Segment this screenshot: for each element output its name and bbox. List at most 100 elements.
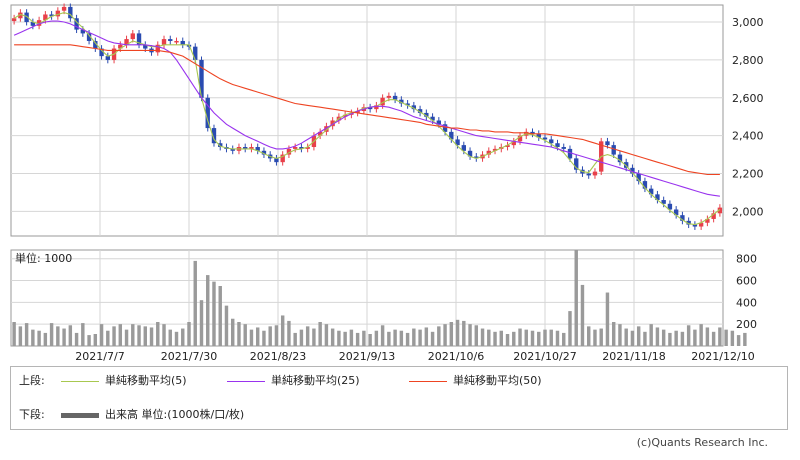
candle-body [43,14,48,21]
candle-body [99,48,104,57]
legend-ma25-label: 単純移動平均(25) [271,374,360,387]
legend-lower-label: 下段: [19,408,45,421]
candle-body [605,141,610,146]
volume-bar [718,327,722,346]
candle-body [243,147,248,149]
candle-body [636,173,641,182]
candle-body [174,40,179,43]
candle-body [292,147,298,149]
candle-body [542,137,548,140]
price-panel: 2,000 2,200 2,400 2,600 2,800 3,000 [10,3,764,237]
candle-body [686,220,691,225]
candle-body [36,20,42,26]
volume-bar [349,329,354,346]
candle-body [105,56,110,60]
candle-body [567,148,573,159]
candle-body [86,33,92,41]
volume-bar [199,300,204,346]
volume-bar [231,318,235,346]
x-tick-label: 2021/10/27 [513,350,576,363]
volume-bar [168,329,172,346]
x-tick-label: 2021/8/23 [250,350,306,363]
x-tick-label: 2021/7/7 [75,350,124,363]
volume-bar [480,328,485,346]
candle-body [455,139,460,146]
volume-bar [393,329,397,346]
volume-y-tick-label: 800 [736,253,757,266]
candle-body [143,44,148,49]
volume-bar [343,331,347,346]
volume-bar [736,335,741,346]
candle-body [617,154,623,163]
x-axis: 2021/7/7 2021/7/30 2021/8/23 2021/9/13 2021/… [75,350,754,363]
candle-body [511,141,516,146]
volume-bar [743,332,747,346]
volume-bar [224,305,229,346]
candle-body [642,181,648,189]
candle-body [698,222,704,227]
volume-bar [668,332,672,346]
volume-y-tick-label: 400 [736,296,757,309]
candle-body [667,203,673,210]
candle-body [193,46,198,60]
candle-body [93,40,98,49]
candle-body [80,29,86,34]
volume-bar [630,330,635,346]
volume-bar [505,334,510,346]
ma50-swatch [409,380,447,382]
candle-body [299,147,304,149]
candle-body [11,18,17,22]
volume-unit-label: 単位: 1000 [15,251,72,265]
candle-body [18,12,23,19]
volume-bar [418,329,422,346]
volume-bar [574,250,578,346]
ma50-line [14,44,720,176]
candle-body [136,33,142,45]
volume-bar [305,326,310,346]
candle-body [424,112,429,117]
volume-bar [149,327,154,346]
candle-body [355,111,360,113]
legend-ma50-label: 単純移動平均(50) [453,374,542,387]
volume-bar [724,329,728,346]
x-tick-label: 2021/10/6 [428,350,484,363]
candle-body [717,207,723,214]
candle-body [305,147,310,149]
candle-body [486,150,491,155]
candle-body [74,18,79,30]
legend-ma25: 単純移動平均(25) [227,373,360,389]
candle-body [180,40,185,45]
volume-bar [705,327,710,346]
price-y-tick-label: 2,400 [732,130,764,143]
volume-bar [580,284,585,346]
volume-bar [412,328,416,346]
volume-bar [274,325,279,346]
volume-bar [355,332,360,346]
volume-bar [543,329,547,346]
candle-body [367,107,373,110]
legend-ma5-label: 単純移動平均(5) [105,374,187,387]
candle-body [474,156,479,159]
volume-bar [430,331,435,346]
candle-body [280,154,285,163]
volume-bar [711,331,716,346]
volume-bar [374,330,379,346]
candle-body [30,22,36,26]
volume-bar [587,326,591,346]
volume-bar [193,260,197,346]
candle-body [161,39,167,45]
candle-body [624,162,629,168]
price-y-tick-label: 2,200 [732,168,764,181]
candle-body [199,59,204,98]
volume-bar [280,315,285,346]
candle-body [386,95,392,98]
volume-bar [337,330,341,346]
volume-bar [87,335,91,346]
candle-body [380,97,385,106]
candle-body [411,105,417,110]
legend-volume: 出来高 単位:(1000株/口/枚) [61,407,244,423]
volume-bar [455,319,460,346]
volume-bar [124,329,129,346]
volume-bar [474,325,479,346]
candle-body [555,143,560,148]
